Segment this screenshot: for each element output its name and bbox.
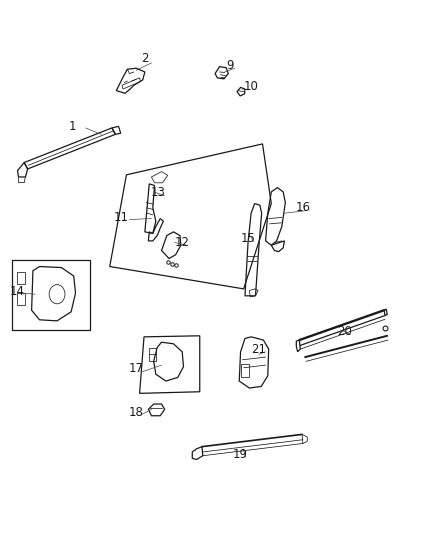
Text: 2: 2 [141, 52, 148, 65]
Text: 11: 11 [113, 211, 128, 224]
Text: 16: 16 [295, 201, 310, 214]
Text: 9: 9 [226, 59, 234, 71]
Bar [12, 260, 90, 330]
Bar [149, 348, 155, 361]
Bar [17, 293, 25, 305]
Text: 18: 18 [128, 406, 143, 418]
Text: 12: 12 [174, 236, 189, 249]
Text: 14: 14 [9, 285, 24, 298]
Text: 21: 21 [251, 343, 266, 356]
Bar [17, 272, 25, 284]
Text: 15: 15 [240, 232, 255, 245]
Text: 1: 1 [68, 120, 76, 133]
Text: 17: 17 [128, 362, 143, 375]
Text: 13: 13 [150, 187, 165, 199]
Text: 19: 19 [233, 448, 247, 461]
Bar [241, 364, 249, 377]
Text: 10: 10 [243, 80, 258, 93]
Text: 20: 20 [337, 325, 352, 338]
